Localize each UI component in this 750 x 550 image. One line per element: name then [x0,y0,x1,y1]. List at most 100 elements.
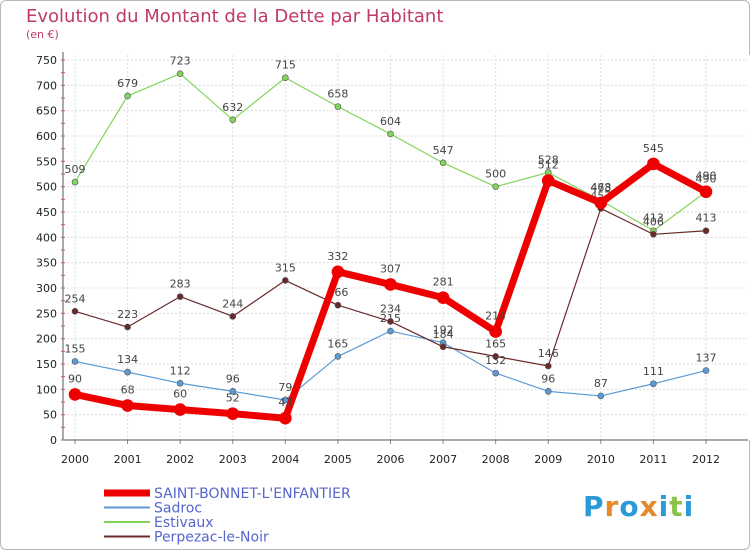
data-label: 96 [541,372,555,385]
data-point [439,159,447,167]
legend-label: Sadroc [154,501,202,517]
x-tick-label: 2005 [324,453,352,466]
data-point [544,362,552,370]
data-point [334,301,342,309]
data-point [647,157,660,171]
data-point [492,369,499,377]
data-label: 244 [222,297,243,310]
data-label: 679 [117,77,138,90]
data-label: 500 [485,168,506,181]
data-label: 658 [327,88,348,101]
data-point [279,411,292,425]
data-point [176,293,184,300]
data-point [71,308,79,315]
proxiti-logo: Proxiti [583,490,694,523]
y-tick-label: 400 [36,231,57,244]
data-point [384,278,397,291]
y-tick-label: 300 [36,282,57,295]
data-label: 96 [226,372,240,385]
data-label: 332 [327,250,348,263]
data-point [699,185,713,199]
logo-letter: r [604,490,620,523]
y-tick-label: 200 [36,333,57,346]
data-point [334,103,342,110]
data-label: 283 [170,278,191,291]
x-tick-label: 2011 [639,453,667,466]
data-point [282,74,289,82]
data-label: 134 [117,353,138,366]
data-label: 112 [170,364,191,377]
data-label: 43 [278,396,292,409]
data-point [282,277,289,284]
data-label: 723 [170,55,191,68]
data-point [541,174,555,187]
data-label: 512 [538,159,559,172]
data-label: 413 [696,212,717,225]
data-point [176,379,184,387]
y-tick-label: 550 [36,155,57,168]
legend-label: SAINT-BONNET-L'ENFANTIER [154,486,351,502]
x-tick-label: 2010 [587,453,615,466]
data-point [229,388,237,395]
data-label: 146 [538,347,559,360]
data-point [597,392,605,400]
data-label: 547 [433,144,454,157]
logo-letter: o [619,490,640,523]
data-point [702,227,710,235]
x-tick-label: 2007 [429,453,457,466]
data-label: 223 [117,308,138,321]
data-label: 509 [65,163,86,176]
x-tick-label: 2004 [271,453,299,466]
chart-title: Evolution du Montant de la Dette par Hab… [26,6,444,27]
y-tick-label: 700 [36,79,57,92]
logo-letter: x [639,490,659,523]
data-point [124,92,131,100]
x-tick-label: 2008 [482,453,510,466]
data-label: 155 [65,342,86,355]
data-label: 632 [222,101,243,114]
x-tick-label: 2012 [692,453,720,466]
x-tick-label: 2002 [166,453,194,466]
legend-label: Perpezac-le-Noir [154,530,269,546]
data-point [492,183,499,190]
data-label: 165 [327,337,348,350]
data-label: 165 [485,337,506,350]
data-label: 111 [643,365,664,378]
x-tick-label: 2009 [534,453,562,466]
data-point [439,343,447,351]
y-tick-label: 650 [36,105,57,118]
data-point [173,403,187,416]
data-point [229,313,237,320]
data-point [387,130,394,138]
data-label: 468 [590,181,611,194]
data-point [387,327,394,335]
data-label: 68 [121,384,135,397]
data-label: 545 [643,142,664,155]
logo-letter: P [583,490,605,523]
y-tick-label: 0 [50,434,57,447]
x-tick-label: 2000 [61,453,89,466]
data-point [334,353,342,360]
data-label: 413 [643,212,664,225]
x-tick-label: 2003 [219,453,247,466]
data-label: 315 [275,261,296,274]
data-label: 715 [275,59,296,72]
y-tick-label: 500 [36,181,57,194]
data-point [71,358,79,365]
data-label: 406 [643,215,664,228]
data-label: 604 [380,115,401,128]
data-label: 52 [226,392,240,405]
data-point [594,196,608,210]
data-label: 60 [173,388,187,401]
plot-area [63,55,750,440]
y-tick-label: 50 [43,409,57,422]
data-point [124,323,131,331]
chart-subtitle: (en €) [26,28,59,41]
logo-letter: t [669,490,684,523]
y-tick-label: 450 [36,206,57,219]
data-point [121,399,134,412]
data-point [71,178,79,186]
x-tick-label: 2001 [114,453,142,466]
data-label: 192 [433,324,454,337]
data-label: 528 [538,153,559,166]
